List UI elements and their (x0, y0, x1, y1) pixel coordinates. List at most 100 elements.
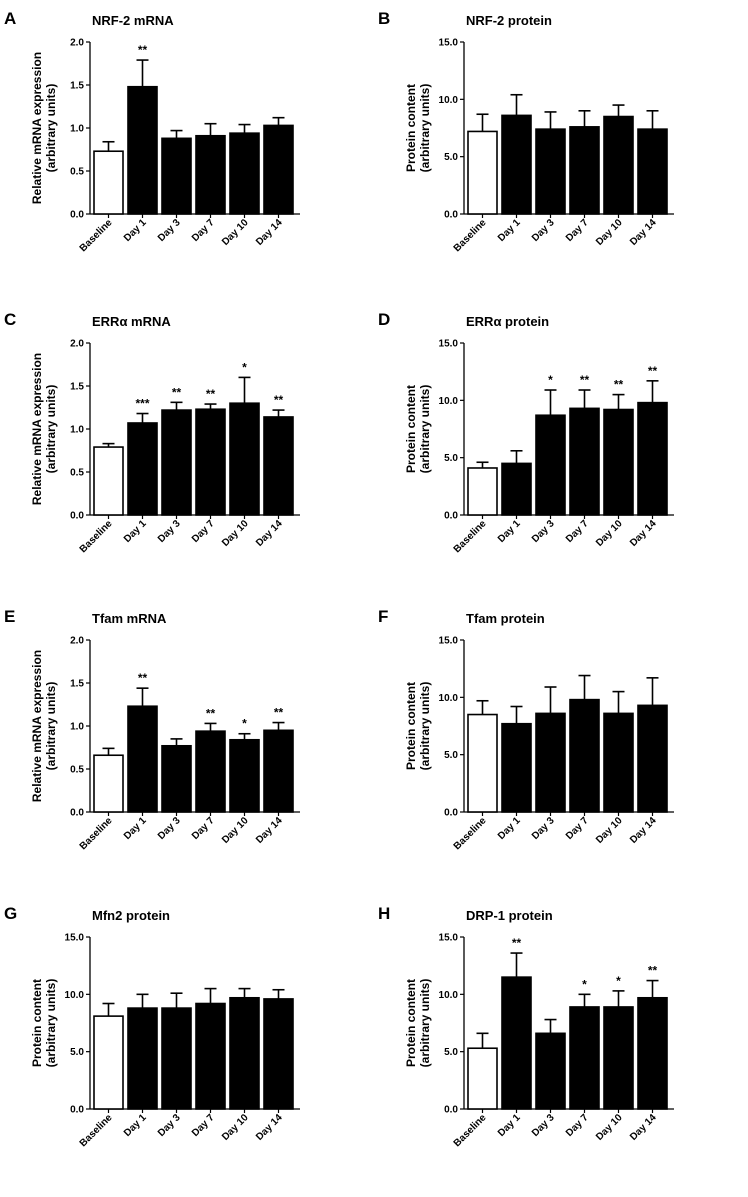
bar-day-14 (637, 996, 668, 1110)
y-tick-label: 1.0 (70, 722, 84, 733)
y-tick-label: 5.0 (444, 750, 458, 761)
bar-day-10 (603, 1006, 634, 1110)
y-axis-label: Relative mRNA expression (30, 353, 44, 505)
y-tick-label: 15.0 (439, 339, 459, 350)
y-tick-label: 5.0 (444, 453, 458, 464)
y-axis-label-units: (arbitrary units) (44, 385, 58, 474)
x-tick-label: Day 1 (122, 815, 149, 842)
bar-day-14 (637, 401, 668, 516)
significance-marker: * (242, 717, 247, 731)
bar-day-7 (569, 407, 600, 516)
y-tick-label: 1.0 (70, 425, 84, 436)
panel-letter: G (4, 904, 17, 923)
y-tick-label: 0.0 (444, 511, 458, 522)
y-axis-label: Protein content (404, 385, 418, 473)
chart-svg: G Mfn2 protein Protein content (arbitrary u… (4, 904, 300, 1149)
bar-day-1 (501, 976, 532, 1110)
chart-panel-e: E Tfam mRNA Relative mRNA expression (arbit… (0, 598, 374, 900)
x-tick-label: Day 14 (254, 518, 285, 549)
x-tick-label: Day 7 (564, 815, 591, 842)
bar-day-14 (263, 729, 294, 813)
bar-day-3 (161, 409, 192, 516)
bar-day-7 (195, 134, 226, 215)
significance-marker: ** (274, 706, 284, 720)
bar-day-7 (195, 1002, 226, 1110)
x-tick-label: Day 3 (156, 1112, 183, 1139)
significance-marker: ** (580, 373, 590, 387)
x-tick-label: Day 14 (628, 815, 659, 846)
y-axis-label-units: (arbitrary units) (418, 682, 432, 771)
y-tick-label: 2.0 (70, 636, 84, 647)
bar-day-3 (161, 744, 192, 813)
y-tick-label: 0.0 (70, 808, 84, 819)
significance-marker: ** (648, 964, 658, 978)
x-tick-label: Baseline (78, 518, 115, 555)
x-tick-label: Day 10 (220, 1112, 251, 1143)
chart-svg: A NRF-2 mRNA Relative mRNA expression (arbi… (4, 9, 300, 254)
x-tick-label: Baseline (452, 518, 489, 555)
bar-baseline (93, 754, 124, 813)
y-tick-label: 10.0 (439, 396, 459, 407)
significance-marker: *** (135, 397, 149, 411)
x-tick-label: Baseline (78, 1112, 115, 1149)
y-tick-label: 10.0 (439, 693, 459, 704)
chart-panel-d: D ERRα protein Protein content (arbitrary u… (374, 301, 748, 603)
bar-day-1 (501, 722, 532, 813)
y-tick-label: 0.0 (70, 1105, 84, 1116)
significance-marker: * (242, 360, 247, 374)
bar-baseline (467, 713, 498, 813)
bar-day-1 (127, 422, 158, 516)
y-tick-label: 2.0 (70, 339, 84, 350)
x-tick-label: Baseline (452, 815, 489, 852)
y-tick-label: 0.5 (70, 167, 84, 178)
x-tick-label: Day 7 (564, 518, 591, 545)
x-tick-label: Day 7 (564, 1112, 591, 1139)
bar-day-10 (603, 408, 634, 516)
bar-baseline (93, 446, 124, 516)
y-tick-label: 5.0 (444, 152, 458, 163)
panel-letter: C (4, 310, 16, 329)
bar-day-3 (535, 128, 566, 215)
bar-baseline (467, 130, 498, 215)
x-tick-label: Day 14 (628, 1112, 659, 1143)
y-axis-label-units: (arbitrary units) (44, 84, 58, 173)
y-tick-label: 0.0 (70, 511, 84, 522)
x-tick-label: Day 14 (628, 518, 659, 549)
significance-marker: ** (274, 393, 284, 407)
x-tick-label: Day 1 (496, 217, 523, 244)
y-tick-label: 10.0 (439, 95, 459, 106)
chart-title: NRF-2 mRNA (92, 13, 174, 28)
y-tick-label: 0.5 (70, 468, 84, 479)
y-tick-label: 10.0 (65, 990, 85, 1001)
panel-letter: B (378, 9, 390, 28)
bar-day-14 (263, 416, 294, 516)
x-tick-label: Day 14 (254, 217, 285, 248)
x-tick-label: Day 1 (496, 1112, 523, 1139)
bar-baseline (93, 1015, 124, 1110)
y-axis-label: Protein content (404, 979, 418, 1067)
y-tick-label: 1.0 (70, 124, 84, 135)
bar-day-1 (127, 705, 158, 813)
bar-day-7 (569, 1006, 600, 1110)
y-tick-label: 0.0 (444, 808, 458, 819)
chart-title: Tfam mRNA (92, 611, 167, 626)
chart-title: Mfn2 protein (92, 908, 170, 923)
significance-marker: ** (206, 387, 216, 401)
bar-day-7 (569, 126, 600, 215)
bar-day-10 (229, 132, 260, 215)
significance-marker: ** (512, 936, 522, 950)
x-tick-label: Baseline (452, 1112, 489, 1149)
x-tick-label: Day 1 (122, 1112, 149, 1139)
y-axis-label-units: (arbitrary units) (418, 84, 432, 173)
panel-letter: A (4, 9, 16, 28)
bar-day-7 (195, 730, 226, 813)
y-tick-label: 0.0 (444, 210, 458, 221)
significance-marker: ** (138, 671, 148, 685)
bar-day-10 (229, 996, 260, 1110)
x-tick-label: Baseline (78, 217, 115, 254)
x-tick-label: Day 3 (156, 518, 183, 545)
significance-marker: ** (172, 385, 182, 399)
panel-letter: F (378, 607, 388, 626)
x-tick-label: Day 14 (254, 815, 285, 846)
bar-day-10 (603, 115, 634, 215)
